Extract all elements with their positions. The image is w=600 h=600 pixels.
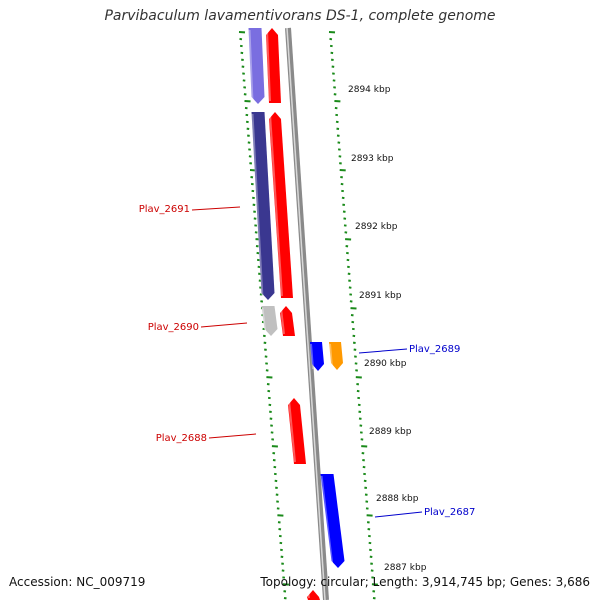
accession-text: Accession: NC_009719 (9, 575, 146, 589)
gene-plav-2687[interactable] (320, 474, 345, 568)
gene-shading (280, 307, 285, 335)
genome-backbone-highlight (286, 27, 326, 600)
ruler-label: 2894 kbp (348, 85, 391, 95)
gene-shading (269, 113, 283, 297)
gene-shading (248, 29, 254, 103)
label-leader-line (374, 511, 423, 518)
gene-label-plav-2690[interactable]: Plav_2690 (148, 322, 199, 333)
gene-shading (288, 399, 296, 463)
gene-shading (310, 343, 314, 370)
gene-shading (266, 29, 271, 102)
gene-feature-3[interactable] (269, 112, 293, 298)
inner-tick-line (238, 31, 289, 600)
gene-label-plav-2689[interactable]: Plav_2689 (409, 344, 460, 355)
gene-shading (307, 591, 310, 599)
genes-layer (248, 28, 345, 600)
gene-shading (320, 475, 334, 567)
ruler-label: 2889 kbp (369, 427, 412, 437)
gene-feature-0[interactable] (248, 28, 265, 104)
ruler-label: 2891 kbp (359, 291, 402, 301)
gene-shading (329, 343, 333, 369)
ruler-label: 2888 kbp (376, 494, 419, 504)
gene-plav-2691[interactable] (251, 112, 275, 300)
gene-shading (261, 307, 267, 335)
label-leader-line (358, 348, 408, 354)
ruler-label: 2887 kbp (384, 563, 427, 573)
ruler-label: 2893 kbp (351, 154, 394, 164)
gene-label-plav-2688[interactable]: Plav_2688 (156, 433, 207, 444)
label-leader-line (208, 433, 257, 439)
ruler-label: 2890 kbp (364, 359, 407, 369)
ruler-label: 2892 kbp (355, 222, 398, 232)
gene-feature-5[interactable] (280, 306, 295, 336)
genome-summary: Topology: circular; Length: 3,914,745 bp… (260, 575, 590, 589)
gene-label-plav-2691[interactable]: Plav_2691 (139, 204, 190, 215)
gene-shading (251, 113, 264, 299)
gene-feature-1[interactable] (266, 28, 281, 103)
label-leader-line (200, 322, 248, 328)
gene-label-plav-2687[interactable]: Plav_2687 (424, 507, 475, 518)
gene-plav-2690[interactable] (261, 306, 278, 336)
genome-backbone (285, 27, 329, 600)
gene-labels: Plav_2691 Plav_2690 Plav_2689 Plav_2688 Plav… (139, 204, 476, 518)
outer-tick-line (328, 31, 378, 600)
map-title: Parvibaculum lavamentivorans DS-1, compl… (104, 8, 496, 24)
gene-plav-2688[interactable] (288, 398, 306, 464)
label-leader-line (191, 206, 241, 211)
gene-plav-2689[interactable] (329, 342, 343, 370)
gene-feature-6[interactable] (310, 342, 324, 371)
ruler-labels: 2894 kbp 2893 kbp 2892 kbp 2891 kbp 2890 kbp… (348, 85, 427, 573)
gene-feature-10[interactable] (307, 590, 320, 600)
tick-lines (238, 31, 378, 600)
